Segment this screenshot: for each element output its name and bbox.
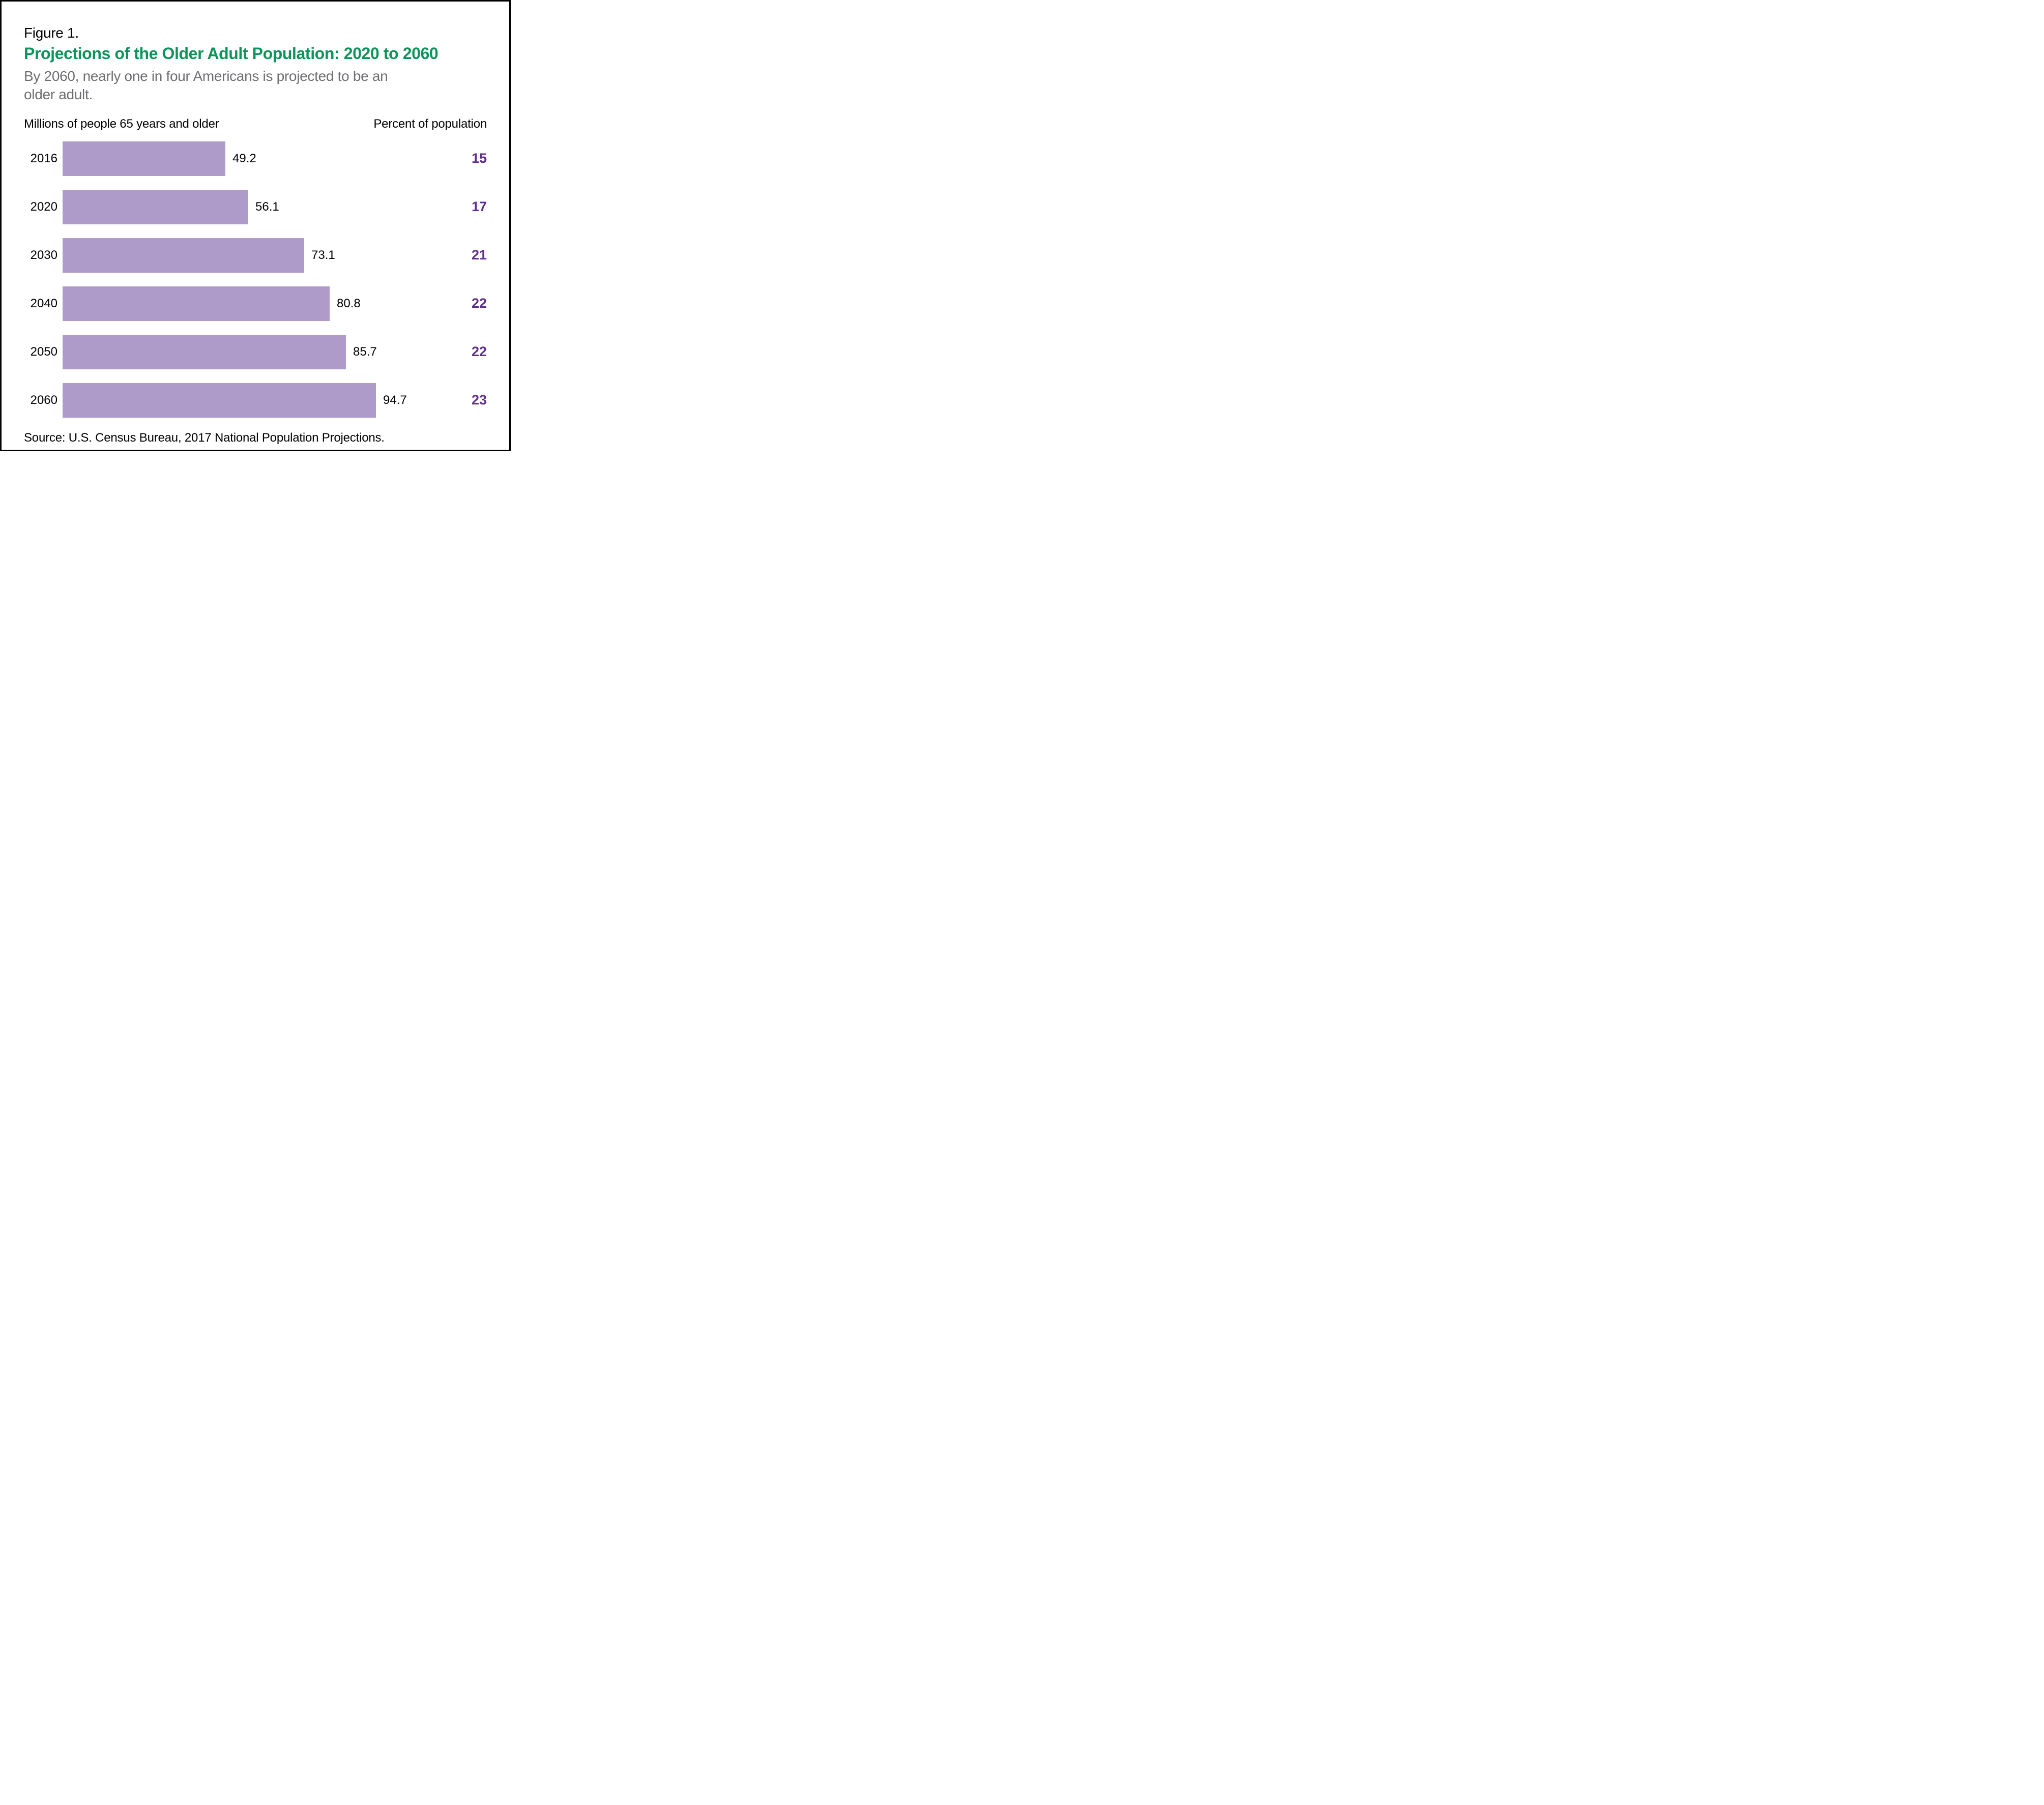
figure-label: Figure 1. [24, 25, 79, 41]
chart-row: 2050 85.7 22 [24, 334, 487, 369]
bar-value-label: 85.7 [353, 344, 377, 359]
column-headers: Millions of people 65 years and older Pe… [24, 117, 487, 131]
chart-row: 2020 56.1 17 [24, 189, 487, 224]
percent-value: 22 [471, 344, 487, 360]
bar [63, 383, 376, 418]
bar-value-label: 94.7 [383, 393, 407, 407]
bar-area: 85.7 [63, 334, 446, 369]
bar-value-label: 56.1 [255, 199, 279, 214]
bar [63, 238, 304, 273]
bar-value-label: 73.1 [311, 248, 335, 262]
bar-area: 73.1 [63, 238, 446, 273]
bar [63, 286, 330, 321]
chart-row: 2060 94.7 23 [24, 383, 487, 418]
bar [63, 334, 346, 369]
percent-value: 21 [471, 247, 487, 263]
bar-area: 56.1 [63, 189, 446, 224]
chart-row: 2016 49.2 15 [24, 141, 487, 176]
right-axis-header: Percent of population [373, 117, 487, 131]
bar-area: 94.7 [63, 383, 446, 418]
bar-year-label: 2050 [30, 344, 57, 359]
bar-value-label: 49.2 [232, 151, 256, 165]
bar-year-label: 2016 [30, 151, 57, 165]
figure-panel: Figure 1. Projections of the Older Adult… [0, 0, 511, 451]
bar-year-label: 2020 [30, 199, 57, 214]
percent-value: 15 [471, 151, 487, 166]
percent-value: 17 [471, 199, 487, 215]
chart-rows: 2016 49.2 15 2020 56.1 17 2030 73.1 21 2… [24, 141, 487, 418]
bar-area: 80.8 [63, 286, 446, 321]
chart-subtitle: By 2060, nearly one in four Americans is… [24, 68, 388, 102]
bar-year-label: 2060 [30, 393, 57, 407]
left-axis-header: Millions of people 65 years and older [24, 117, 219, 131]
bar [63, 189, 248, 224]
chart-row: 2030 73.1 21 [24, 238, 487, 273]
bar-chart: 2016 49.2 15 2020 56.1 17 2030 73.1 21 2… [24, 141, 487, 418]
bar-year-label: 2040 [30, 296, 57, 310]
percent-value: 23 [471, 392, 487, 408]
bar-year-label: 2030 [30, 248, 57, 262]
percent-value: 22 [471, 296, 487, 311]
bar-value-label: 80.8 [337, 296, 361, 310]
bar-area: 49.2 [63, 141, 446, 176]
source-note: Source: U.S. Census Bureau, 2017 Nationa… [24, 430, 385, 445]
chart-row: 2040 80.8 22 [24, 286, 487, 321]
chart-title: Projections of the Older Adult Populatio… [24, 44, 439, 63]
bar [63, 141, 225, 176]
